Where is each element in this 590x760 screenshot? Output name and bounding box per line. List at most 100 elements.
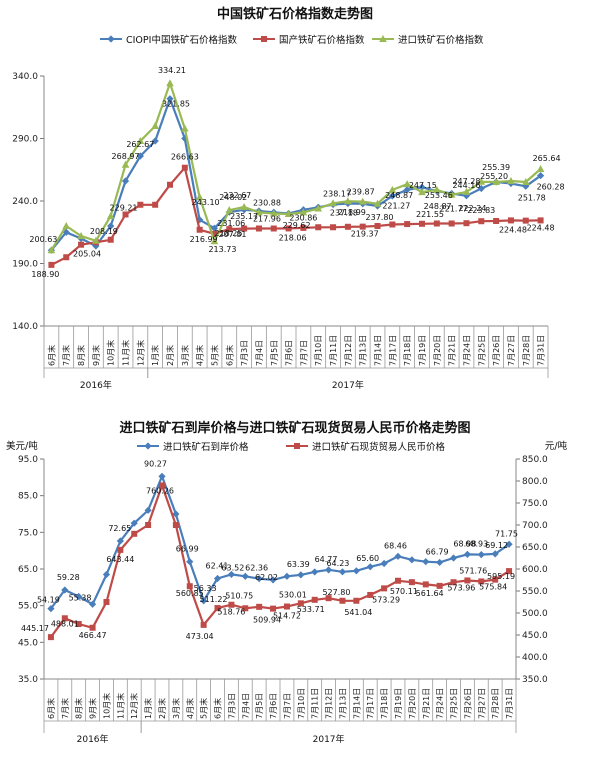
data-label: 224.48 [499,225,527,234]
data-point [344,197,352,205]
data-point [505,540,513,548]
legend-marker [261,36,267,42]
data-label: 247.15 [409,181,437,190]
data-point [329,199,337,207]
y-tick-label: 340.0 [12,72,38,82]
data-point [283,603,290,610]
data-point [92,236,100,244]
data-point [122,211,129,218]
data-point [395,577,401,584]
data-label: 62.02 [255,573,278,582]
data-point [214,605,221,612]
data-label: 219.37 [351,230,379,239]
y-tick-label: 65.0 [18,565,38,575]
x-tick-label: 6月末 [213,698,223,719]
data-point [151,137,159,145]
data-point [121,160,130,168]
y-tick-label: 45.0 [18,638,38,648]
x-tick-label: 7月17日 [366,688,375,719]
data-label: 533.71 [297,605,325,614]
x-tick-label: 4月末 [195,345,205,366]
data-point [507,177,515,184]
x-tick-label: 7月26日 [463,688,472,719]
data-label: 530.01 [279,590,307,599]
data-point [186,583,193,590]
data-point [491,550,499,558]
data-point [131,530,138,537]
data-point [270,605,277,612]
legend-marker [144,442,152,450]
x-tick-label: 7月6日 [285,340,294,366]
x-tick-label: 7月末 [60,698,70,719]
y-tick-label: 140.0 [12,322,38,332]
data-point [367,591,374,598]
data-point [403,180,411,188]
data-point [536,164,545,172]
data-point [477,184,485,193]
data-point [166,79,174,87]
data-label: 54.19 [37,596,60,605]
data-label: 265.64 [533,154,561,163]
year-label: 2016年 [77,733,109,745]
data-label: 66.79 [426,547,449,556]
data-point [478,578,485,585]
data-label: 237.80 [366,213,394,222]
data-label: 55.38 [69,593,92,602]
data-point [447,190,456,198]
x-tick-label: 11月末 [115,693,125,719]
data-point [78,241,85,248]
x-tick-label: 7月13日 [359,335,368,366]
data-label: 445.17 [21,624,49,633]
data-point [107,222,115,230]
series-line [50,166,541,266]
data-label: 56.33 [194,584,217,593]
x-tick-label: 7月7日 [299,340,308,366]
x-tick-label: 6月末 [46,698,56,719]
x-tick-label: 3月末 [180,345,190,366]
data-point [75,621,82,627]
data-label: 473.04 [186,632,214,641]
x-tick-label: 7月28日 [491,688,500,719]
x-tick-label: 8月末 [74,698,84,719]
data-point [506,568,513,575]
data-point [388,185,397,193]
data-label: 72.65 [108,524,131,533]
x-tick-label: 7月3日 [227,693,236,719]
data-label: 247.28 [452,177,480,186]
data-point [492,576,499,583]
x-tick-label: 7月20日 [433,335,442,366]
data-point [373,199,382,207]
data-point [226,226,233,233]
data-point [418,188,426,196]
data-point [195,193,204,201]
data-point [311,568,319,576]
data-label: 237.18 [330,209,358,218]
data-point [507,217,514,224]
data-label: 511.22 [200,595,228,604]
data-point [380,559,388,568]
data-label: 205.04 [73,250,101,259]
x-tick-label: 9月末 [88,698,98,719]
data-point [464,577,471,584]
x-tick-label: 7月12日 [344,335,353,366]
data-point [213,574,222,583]
data-point [255,575,263,583]
legend-entry: 国产铁矿石价格指数 [279,34,365,46]
data-label: 573.29 [372,595,400,604]
chart-title: 中国铁矿石价格指数走势图 [217,6,373,22]
data-label: 223.83 [467,206,495,215]
data-point [315,224,322,231]
legend-entry: 进口铁矿石现货贸易人民币价格 [312,441,446,453]
x-tick-label: 7月24日 [436,688,445,719]
data-point [325,595,332,602]
data-point [403,186,411,194]
data-point [537,217,544,224]
data-label: 235.17 [230,212,258,221]
data-point [241,572,249,580]
legend-entry: CIOPI中国铁矿石价格指数 [126,34,237,46]
data-label: 232.67 [223,191,251,200]
y-tick-label: 55.0 [18,602,38,612]
data-point [299,208,308,216]
data-label: 573.96 [447,583,475,592]
data-point [493,218,500,224]
